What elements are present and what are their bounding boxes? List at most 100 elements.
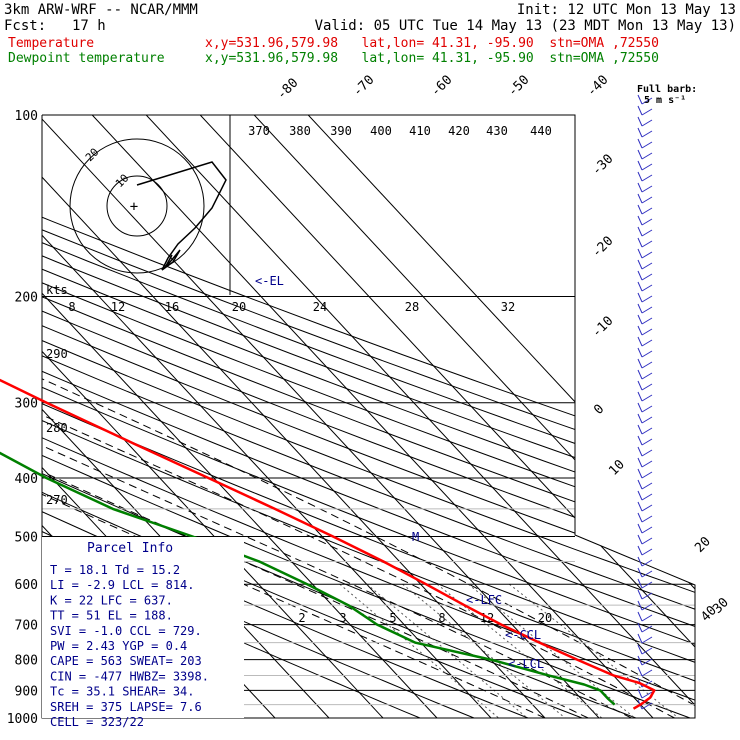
pressure-label: 600 xyxy=(15,578,38,593)
isotherm-label: 0 xyxy=(591,402,607,418)
wind-barb xyxy=(637,325,643,336)
wind-barb xyxy=(641,537,653,545)
wind-barb xyxy=(641,229,653,237)
wind-barb xyxy=(637,248,643,259)
wind-barb xyxy=(641,97,653,105)
wind-barb xyxy=(641,317,653,325)
isotherm-label: -50 xyxy=(505,73,532,100)
theta-label: 410 xyxy=(409,124,431,138)
isotherm-label: -10 xyxy=(589,314,616,341)
mixing-ratio-label: 24 xyxy=(313,300,327,314)
isotherm-label: -60 xyxy=(428,73,455,100)
wind-barb xyxy=(637,655,643,666)
theta-label: 280 xyxy=(46,421,68,435)
mixing-ratio-label: 12 xyxy=(111,300,125,314)
isotherm-line xyxy=(42,115,492,718)
mixing-ratio-label: 20 xyxy=(538,611,552,625)
wind-barb xyxy=(641,526,653,534)
mixing-ratio-line xyxy=(509,583,679,718)
wind-barb xyxy=(641,339,653,347)
wind-barb xyxy=(637,622,643,633)
dry-adiabat-line xyxy=(42,115,695,718)
wind-barb xyxy=(637,523,643,534)
wind-barb xyxy=(637,281,643,292)
hodograph-ring-label: 20 xyxy=(83,146,102,165)
wind-barb xyxy=(641,207,653,215)
theta-label: 390 xyxy=(330,124,352,138)
wind-barb xyxy=(637,512,643,523)
wind-barb xyxy=(637,314,643,325)
parcel-info-row: Tc = 35.1 SHEAR= 34. xyxy=(50,685,195,699)
wind-barb xyxy=(641,416,653,424)
wind-barb xyxy=(641,592,653,600)
wind-barb xyxy=(641,559,653,567)
wind-barb xyxy=(641,614,653,622)
mixing-ratio-line xyxy=(366,583,528,718)
wind-barb xyxy=(641,152,653,160)
parcel-info-box xyxy=(42,537,244,718)
isotherm-line xyxy=(42,115,438,718)
pressure-label: 500 xyxy=(15,530,38,545)
wind-barb xyxy=(637,402,643,413)
fcst-value: 17 h xyxy=(72,18,106,34)
wind-barb xyxy=(637,336,643,347)
wind-barb xyxy=(637,413,643,424)
wind-barb xyxy=(641,295,653,303)
wind-barb xyxy=(637,380,643,391)
dry-adiabat-line xyxy=(42,115,695,718)
wind-barb xyxy=(641,218,653,226)
pressure-label: 400 xyxy=(15,472,38,487)
barb-legend-units: 5 m s⁻¹ xyxy=(644,95,686,106)
isotherm-line xyxy=(91,115,654,718)
wind-barb xyxy=(637,259,643,270)
wind-barb xyxy=(641,669,653,677)
wind-barb xyxy=(641,130,653,138)
theta-label: 400 xyxy=(370,124,392,138)
wind-barb xyxy=(641,449,653,457)
isotherm-line xyxy=(42,115,600,718)
parcel-info-row: PW = 2.43 YGP = 0.4 xyxy=(50,639,187,653)
isotherm-line xyxy=(0,115,5,718)
level-annotation: <-EL xyxy=(255,274,284,288)
theta-label: 270 xyxy=(46,493,68,507)
parcel-info-row: TT = 51 EL = 188. xyxy=(50,609,173,623)
temperature-profile xyxy=(0,378,656,710)
wind-barb xyxy=(637,171,643,182)
mixing-ratio-line xyxy=(402,583,566,718)
wind-barb xyxy=(637,105,643,116)
wind-barb xyxy=(641,163,653,171)
wind-barb xyxy=(637,556,643,567)
parcel-info-row: CAPE = 563 SWEAT= 203 xyxy=(50,654,202,668)
wind-barb xyxy=(641,581,653,589)
isotherm-label: -20 xyxy=(589,234,616,261)
wind-barb xyxy=(637,160,643,171)
wind-barb xyxy=(637,435,643,446)
wind-barb xyxy=(637,149,643,160)
isotherm-label: -80 xyxy=(274,76,301,103)
hodograph-ring-label: 10 xyxy=(113,172,132,191)
wind-barb xyxy=(637,358,643,369)
wind-barb xyxy=(641,482,653,490)
dewpoint-legend: Dewpoint temperature xyxy=(8,51,165,66)
wind-barb xyxy=(641,306,653,314)
isotherm-label: -40 xyxy=(584,73,611,100)
wind-barb xyxy=(641,273,653,281)
wind-barb xyxy=(637,490,643,501)
wind-barb xyxy=(637,457,643,468)
wind-barb xyxy=(637,666,643,677)
isotherm-label: -70 xyxy=(350,73,377,100)
wind-barb xyxy=(641,460,653,468)
wind-barb xyxy=(637,303,643,314)
theta-label: 420 xyxy=(448,124,470,138)
wind-barb xyxy=(637,545,643,556)
temperature-legend: Temperature xyxy=(8,36,95,51)
wind-barb xyxy=(641,262,653,270)
wind-barb xyxy=(637,204,643,215)
wind-barb xyxy=(641,328,653,336)
mixing-ratio-label: 28 xyxy=(405,300,419,314)
wind-barb xyxy=(641,405,653,413)
wind-barb xyxy=(641,570,653,578)
wind-barb xyxy=(637,116,643,127)
wind-barb xyxy=(637,237,643,248)
hodograph-units: kts xyxy=(46,283,68,297)
